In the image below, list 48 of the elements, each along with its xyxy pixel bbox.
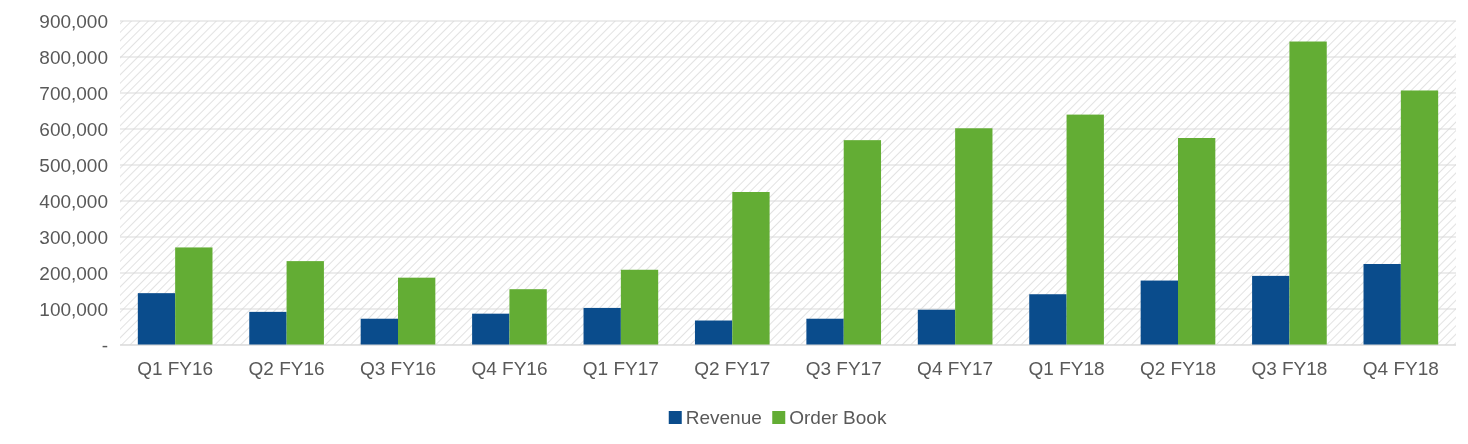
x-tick-label: Q2 FY16 <box>248 358 325 379</box>
bar <box>732 192 770 345</box>
y-tick-label: 500,000 <box>39 154 108 176</box>
bar <box>955 128 993 345</box>
bar <box>1029 294 1067 345</box>
y-tick-label: 700,000 <box>39 82 108 104</box>
y-tick-label: 600,000 <box>39 118 108 140</box>
y-tick-label: - <box>101 334 108 356</box>
bar <box>1289 41 1327 345</box>
x-tick-label: Q1 FY18 <box>1028 358 1105 379</box>
bar <box>472 313 510 345</box>
y-tick-label: 100,000 <box>39 298 108 320</box>
bar <box>509 289 547 345</box>
x-tick-label: Q4 FY16 <box>471 358 548 379</box>
bar <box>694 320 733 345</box>
bar <box>620 269 659 345</box>
x-tick-label: Q3 FY18 <box>1251 358 1328 379</box>
bar <box>1140 280 1178 345</box>
x-tick-label: Q3 FY16 <box>359 358 437 379</box>
y-tick-label: 200,000 <box>39 262 108 284</box>
y-tick-label: 300,000 <box>39 226 108 248</box>
legend-label: Order Book <box>789 407 887 428</box>
bar <box>843 140 882 345</box>
bar <box>137 293 176 345</box>
x-tick-label: Q2 FY17 <box>694 358 771 379</box>
bar <box>249 311 287 345</box>
x-tick-label: Q2 FY18 <box>1139 358 1217 379</box>
bar <box>1066 114 1104 345</box>
bar <box>1252 275 1290 345</box>
bar <box>175 247 213 345</box>
bar <box>917 309 956 345</box>
bar <box>286 261 324 345</box>
y-tick-label: 400,000 <box>39 190 108 212</box>
bar <box>1363 264 1401 345</box>
y-tick-label: 800,000 <box>39 46 108 68</box>
bar <box>806 318 844 345</box>
x-tick-label: Q4 FY18 <box>1362 358 1439 379</box>
bar <box>1177 138 1216 345</box>
bar <box>398 277 436 345</box>
x-tick-label: Q4 FY17 <box>917 358 994 379</box>
y-tick-label: 900,000 <box>39 10 108 32</box>
bar <box>583 307 621 345</box>
x-tick-label: Q3 FY17 <box>805 358 882 379</box>
bar <box>1400 90 1439 345</box>
legend-label: Revenue <box>685 407 762 428</box>
x-tick-label: Q1 FY17 <box>582 358 659 379</box>
x-tick-label: Q1 FY16 <box>137 358 214 379</box>
bar <box>360 318 399 345</box>
